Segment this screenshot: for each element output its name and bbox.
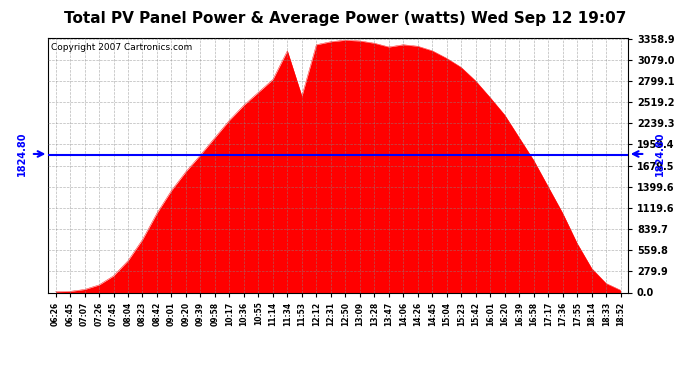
Text: Copyright 2007 Cartronics.com: Copyright 2007 Cartronics.com xyxy=(51,43,193,52)
Text: Total PV Panel Power & Average Power (watts) Wed Sep 12 19:07: Total PV Panel Power & Average Power (wa… xyxy=(63,11,627,26)
Text: 1824.80: 1824.80 xyxy=(655,132,664,176)
Text: 1824.80: 1824.80 xyxy=(17,132,27,176)
